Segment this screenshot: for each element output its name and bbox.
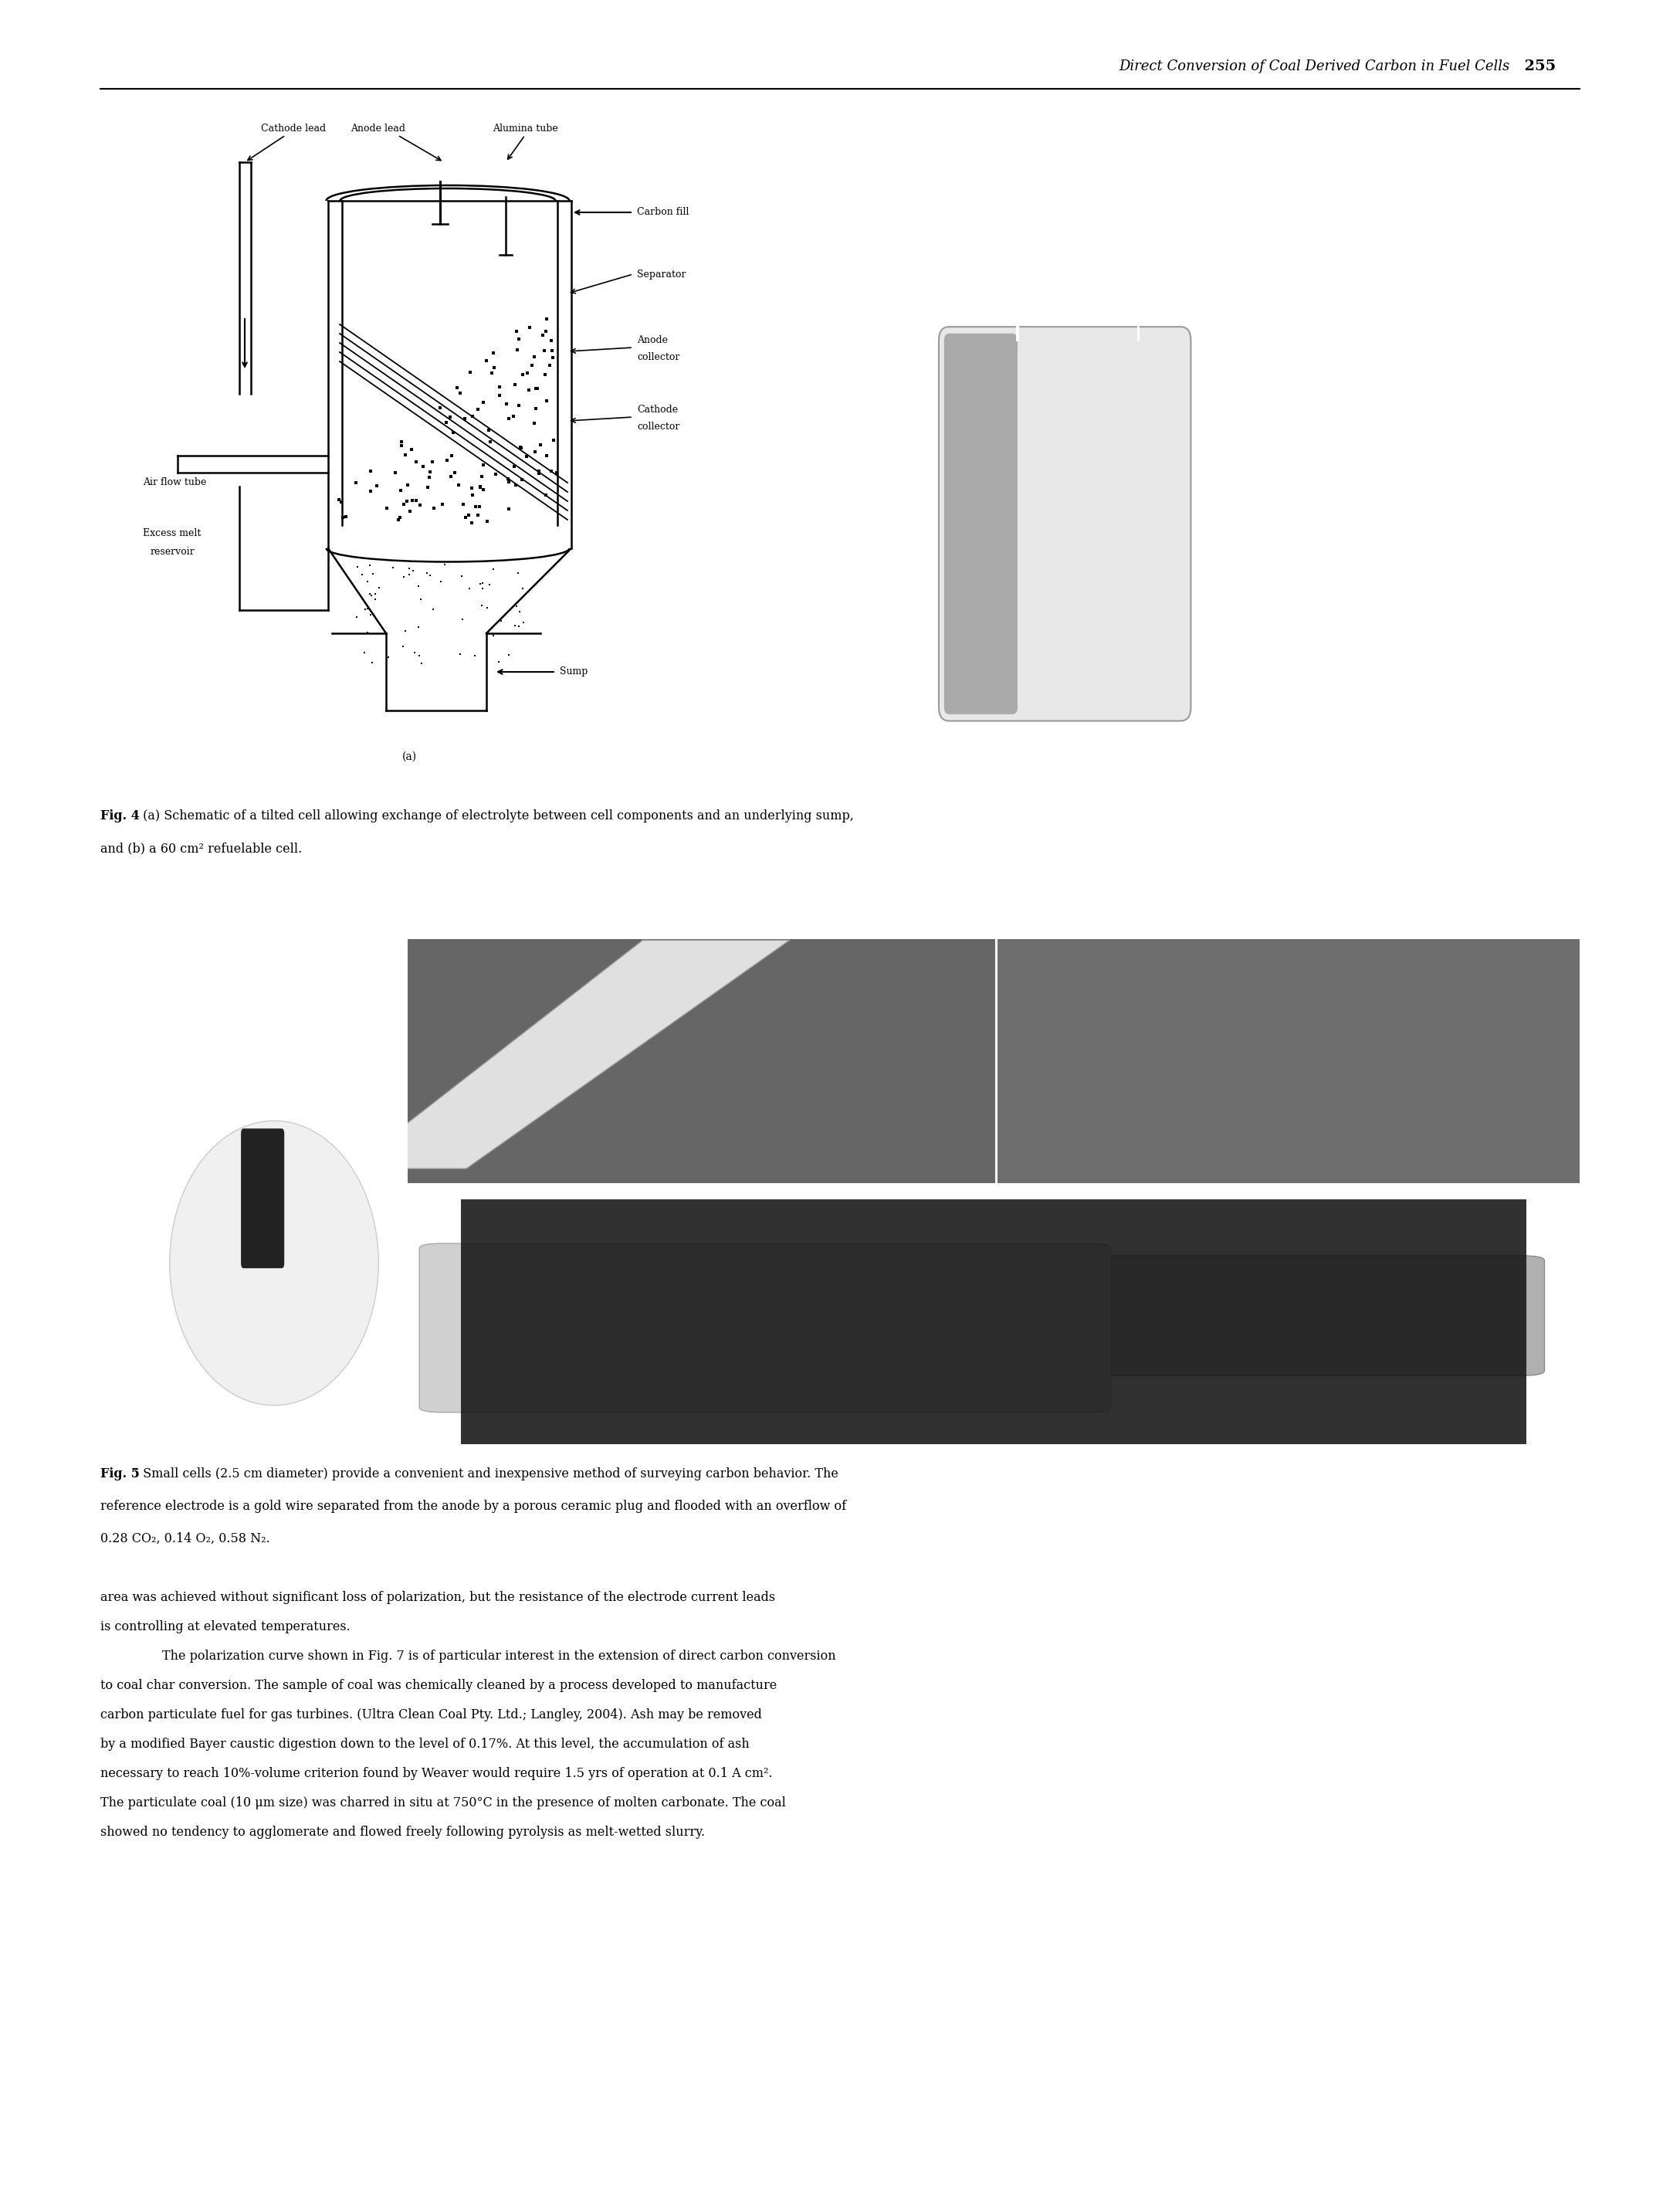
Text: 255: 255 — [1514, 59, 1556, 73]
Text: reservoir: reservoir — [151, 548, 195, 557]
Text: Anode lead: Anode lead — [351, 123, 405, 134]
FancyBboxPatch shape — [420, 1244, 1110, 1413]
Text: collector: collector — [637, 352, 680, 361]
Text: Fig. 5: Fig. 5 — [101, 1468, 139, 1481]
Polygon shape — [349, 940, 790, 1169]
Text: showed no tendency to agglomerate and flowed freely following pyrolysis as melt-: showed no tendency to agglomerate and fl… — [101, 1825, 706, 1838]
Text: Fig. 4: Fig. 4 — [101, 810, 139, 823]
FancyBboxPatch shape — [795, 1255, 1544, 1376]
Text: by a modified Bayer caustic digestion down to the level of 0.17%. At this level,: by a modified Bayer caustic digestion do… — [101, 1737, 749, 1750]
Text: The polarization curve shown in Fig. 7 is of particular interest in the extensio: The polarization curve shown in Fig. 7 i… — [163, 1649, 837, 1662]
Text: reference electrode is a gold wire separated from the anode by a porous ceramic : reference electrode is a gold wire separ… — [101, 1499, 847, 1512]
Text: Small cells (2.5 cm diameter) provide a convenient and inexpensive method of sur: Small cells (2.5 cm diameter) provide a … — [139, 1468, 838, 1481]
FancyBboxPatch shape — [939, 326, 1191, 722]
Text: Alumina tube: Alumina tube — [492, 123, 558, 134]
Text: Air flow tube: Air flow tube — [143, 478, 207, 489]
Text: Excess melt: Excess melt — [143, 528, 202, 537]
Text: The particulate coal (10 μm size) was charred in situ at 750°C in the presence o: The particulate coal (10 μm size) was ch… — [101, 1796, 786, 1809]
Text: and (b) a 60 cm² refuelable cell.: and (b) a 60 cm² refuelable cell. — [101, 841, 302, 854]
Text: Cathode lead: Cathode lead — [260, 123, 326, 134]
Text: Sump: Sump — [559, 667, 588, 678]
Text: is controlling at elevated temperatures.: is controlling at elevated temperatures. — [101, 1620, 351, 1633]
FancyBboxPatch shape — [240, 1129, 284, 1268]
Text: 0.28 CO₂, 0.14 O₂, 0.58 N₂.: 0.28 CO₂, 0.14 O₂, 0.58 N₂. — [101, 1532, 270, 1545]
Text: Cathode: Cathode — [637, 405, 679, 414]
Text: (a): (a) — [402, 751, 417, 762]
Text: (a) Schematic of a tilted cell allowing exchange of electrolyte between cell com: (a) Schematic of a tilted cell allowing … — [139, 810, 853, 823]
Text: necessary to reach 10%-volume criterion found by Weaver would require 1.5 yrs of: necessary to reach 10%-volume criterion … — [101, 1767, 773, 1781]
Text: (b): (b) — [1089, 757, 1104, 768]
Text: collector: collector — [637, 420, 680, 431]
FancyBboxPatch shape — [944, 335, 1018, 715]
Text: area was achieved without significant loss of polarization, but the resistance o: area was achieved without significant lo… — [101, 1591, 774, 1605]
Text: Carbon fill: Carbon fill — [637, 207, 689, 218]
Text: Direct Conversion of Coal Derived Carbon in Fuel Cells: Direct Conversion of Coal Derived Carbon… — [1119, 59, 1510, 73]
Ellipse shape — [170, 1120, 378, 1406]
Text: Anode: Anode — [637, 335, 669, 346]
Text: to coal char conversion. The sample of coal was chemically cleaned by a process : to coal char conversion. The sample of c… — [101, 1679, 776, 1693]
Text: carbon particulate fuel for gas turbines. (Ultra Clean Coal Pty. Ltd.; Langley, : carbon particulate fuel for gas turbines… — [101, 1708, 763, 1721]
Text: Separator: Separator — [637, 269, 685, 280]
